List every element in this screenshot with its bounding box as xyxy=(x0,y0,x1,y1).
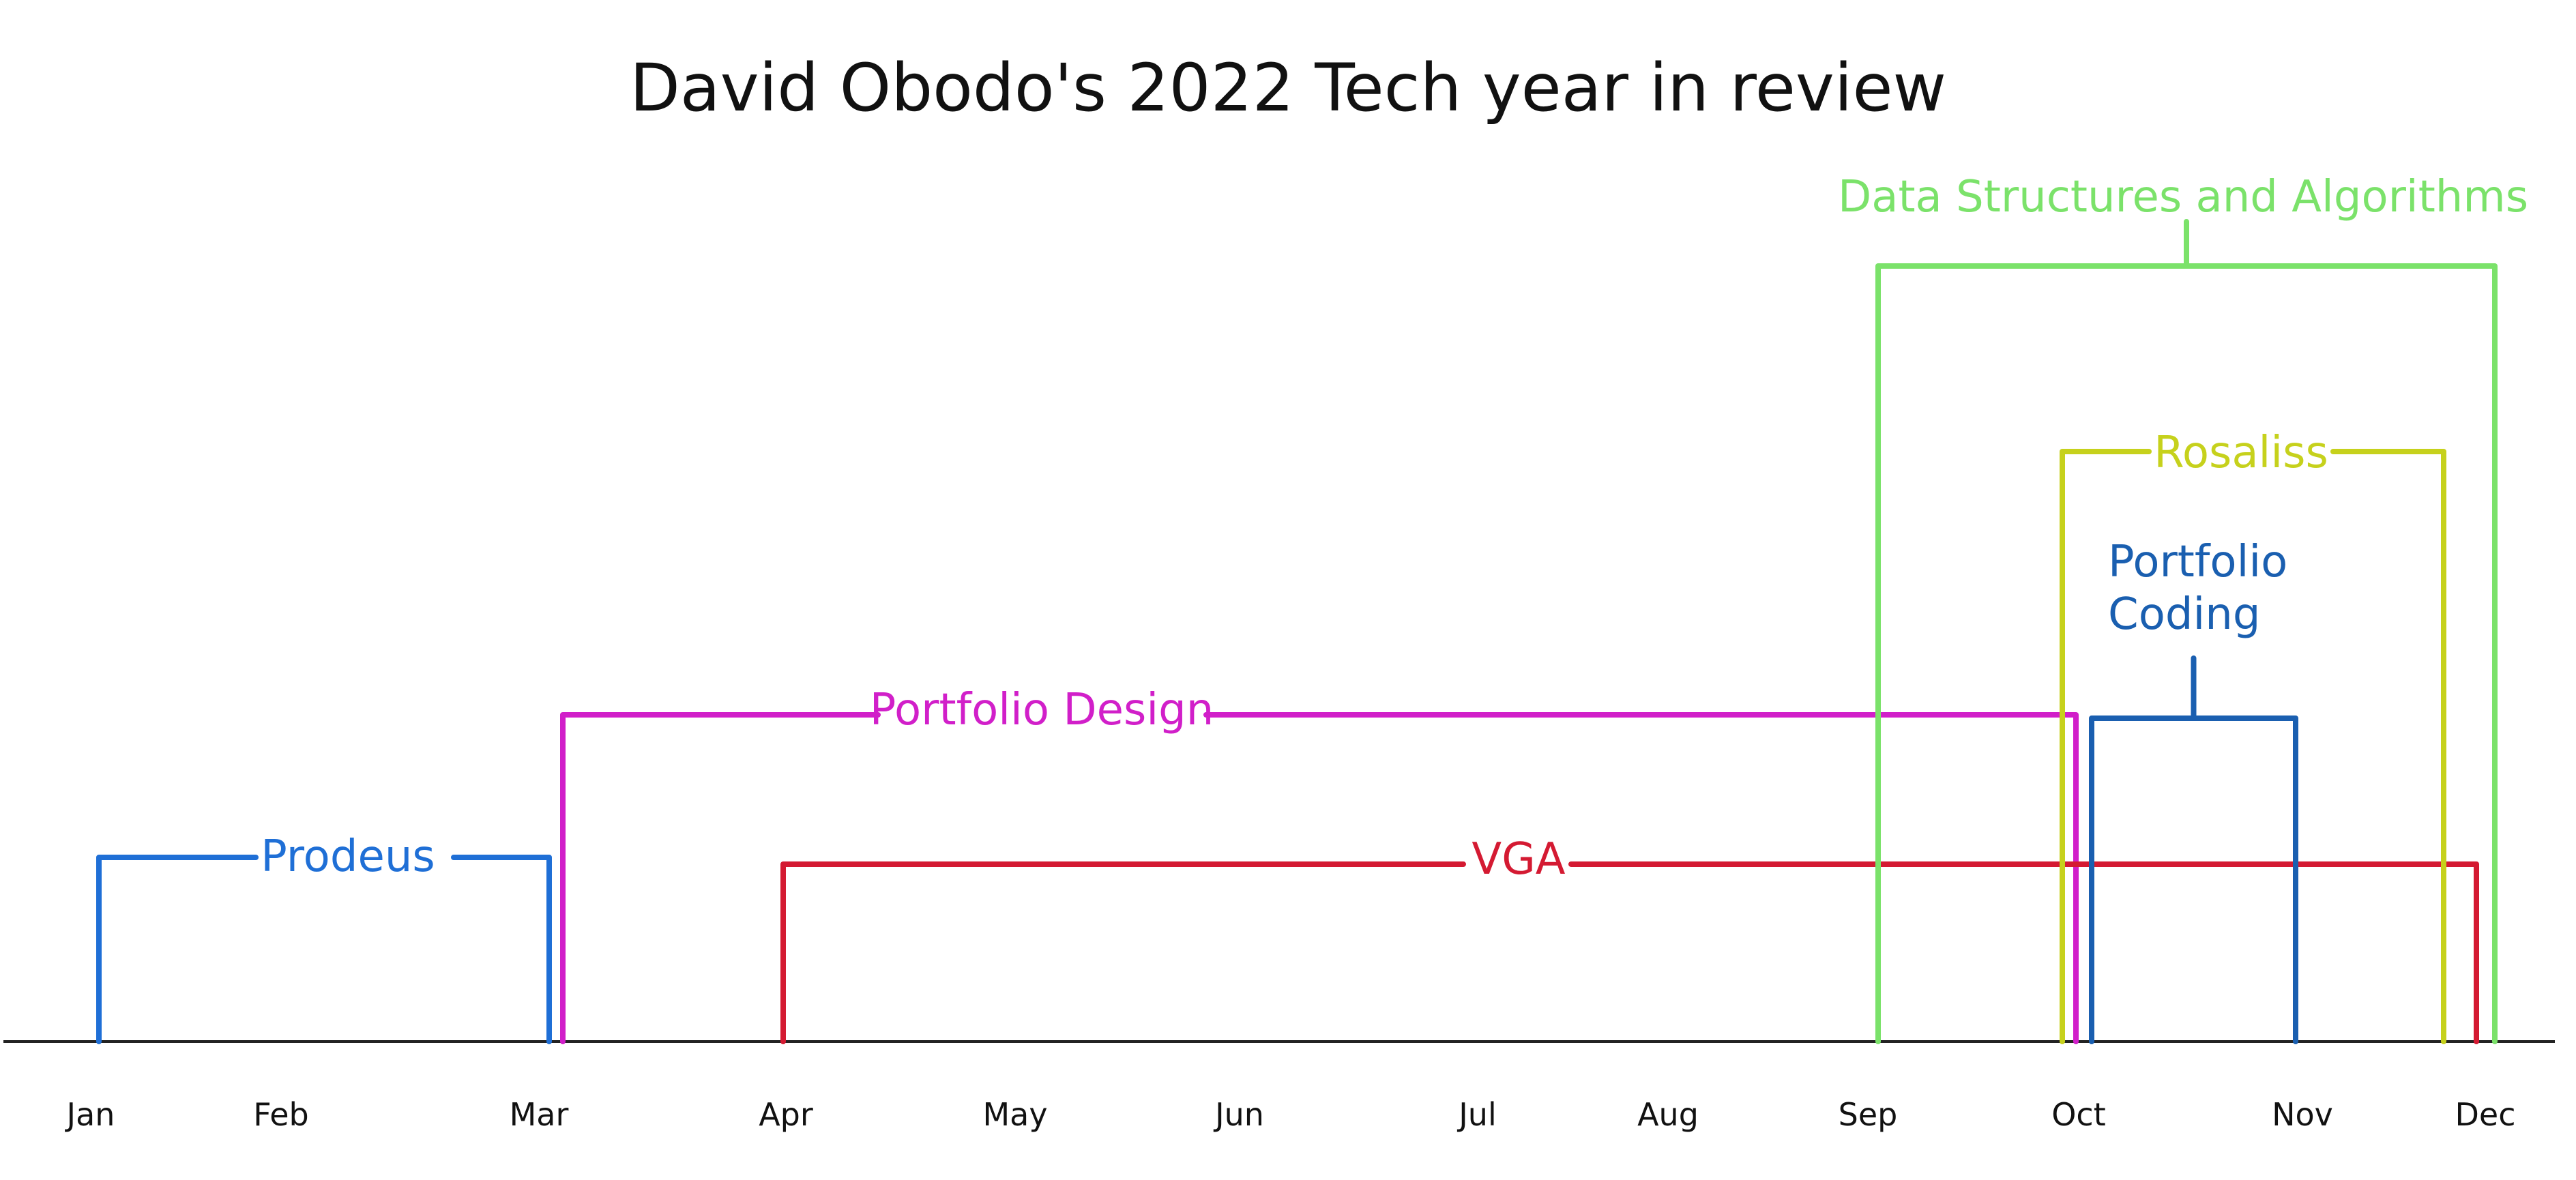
bracket-label-data-structures-and-algorithms: Data Structures and Algorithms xyxy=(1838,172,2528,222)
bracket-label-prodeus: Prodeus xyxy=(261,831,435,882)
bracket-line-rosaliss xyxy=(2060,449,2446,1044)
month-tick-jul: Jul xyxy=(1457,1096,1497,1133)
bracket-label-vga: VGA xyxy=(1472,834,1565,885)
month-tick-jan: Jan xyxy=(65,1096,115,1133)
bracket-label-portfolio-coding: Portfolio Coding xyxy=(2108,537,2287,640)
bracket-data-structures-and-algorithms: Data Structures and Algorithms xyxy=(1838,172,2528,1044)
bracket-prodeus: Prodeus xyxy=(96,831,552,1044)
month-tick-sep: Sep xyxy=(1839,1096,1898,1133)
month-tick-aug: Aug xyxy=(1637,1096,1699,1133)
month-ticks: Jan Feb Mar Apr May Jun Jul Aug Sep Oct Nov Dec xyxy=(65,1096,2516,1133)
bracket-line-portfolio-design xyxy=(560,712,2079,1044)
bracket-label-rosaliss: Rosaliss xyxy=(2154,428,2328,478)
chart-title: David Obodo's 2022 Tech year in review xyxy=(630,50,1946,126)
bracket-portfolio-coding: Portfolio Coding xyxy=(2089,537,2298,1044)
month-tick-feb: Feb xyxy=(253,1096,308,1133)
month-tick-mar: Mar xyxy=(510,1096,569,1133)
month-tick-dec: Dec xyxy=(2455,1096,2515,1133)
bracket-line-prodeus xyxy=(96,855,552,1044)
bracket-line-data-structures-and-algorithms xyxy=(1875,219,2498,1044)
bracket-rosaliss: Rosaliss xyxy=(2060,428,2446,1044)
month-tick-nov: Nov xyxy=(2272,1096,2333,1133)
month-tick-apr: Apr xyxy=(759,1096,813,1133)
bracket-vga: VGA xyxy=(780,834,2479,1044)
bracket-line-vga xyxy=(780,861,2479,1044)
month-tick-oct: Oct xyxy=(2051,1096,2106,1133)
bracket-line-portfolio-coding xyxy=(2089,655,2298,1044)
bracket-label-portfolio-design: Portfolio Design xyxy=(870,685,1214,735)
month-tick-jun: Jun xyxy=(1213,1096,1264,1133)
bracket-portfolio-design: Portfolio Design xyxy=(560,685,2079,1044)
project-brackets: Prodeus Portfolio Design VGA Data Structure… xyxy=(96,172,2528,1044)
month-tick-may: May xyxy=(982,1096,1047,1133)
